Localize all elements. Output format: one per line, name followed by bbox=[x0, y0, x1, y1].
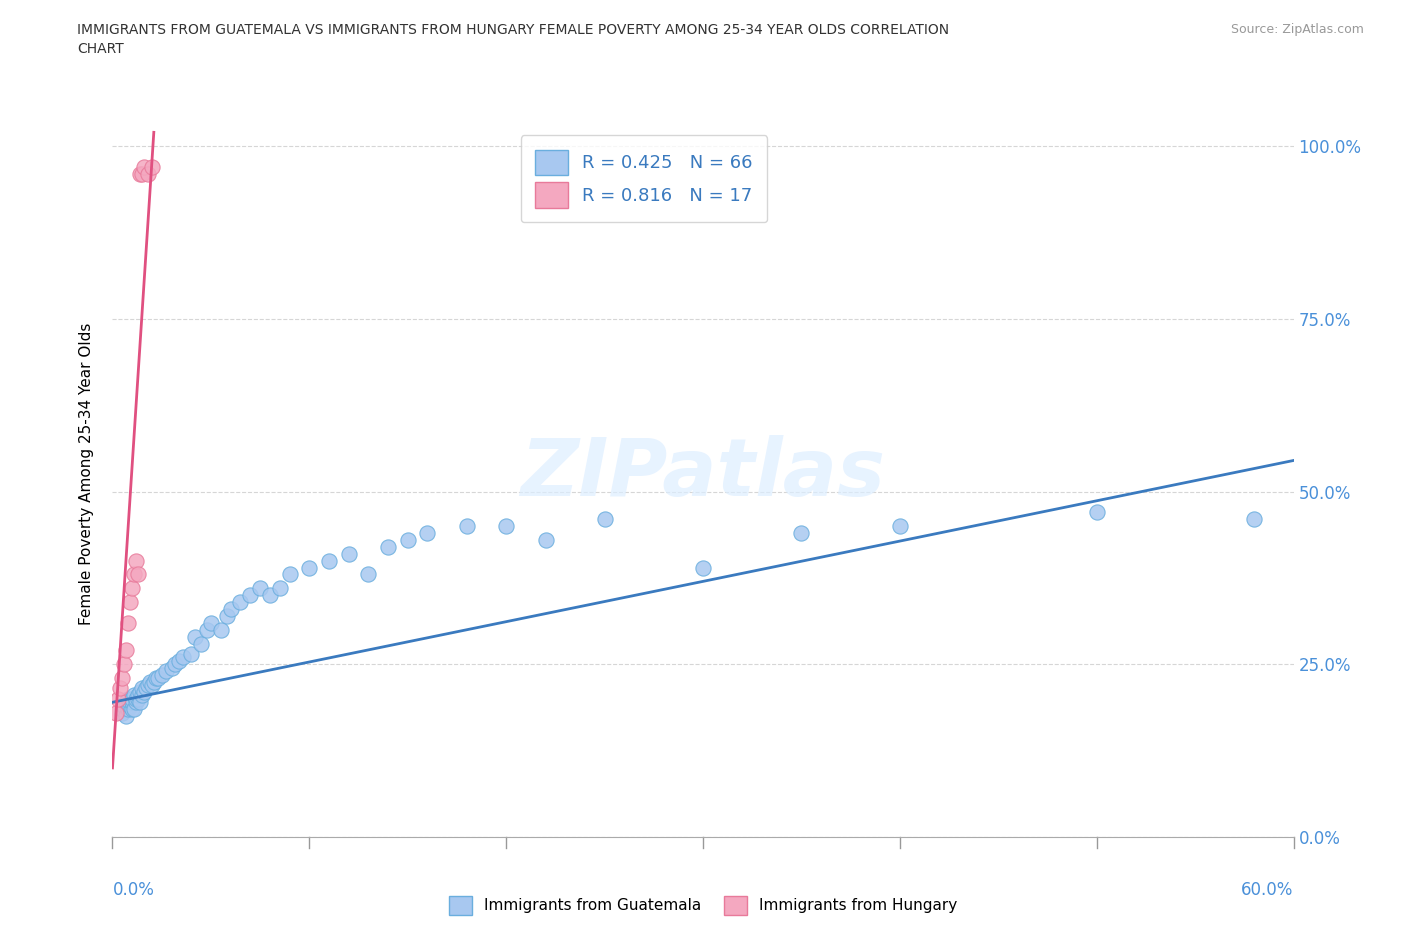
Point bbox=[107, 691, 129, 706]
Point bbox=[200, 616, 222, 631]
Point bbox=[298, 560, 321, 575]
Point bbox=[120, 695, 142, 710]
Point bbox=[121, 702, 143, 717]
Point bbox=[132, 159, 155, 174]
Point bbox=[239, 588, 262, 603]
Point bbox=[125, 695, 148, 710]
Point bbox=[593, 512, 616, 526]
Point bbox=[1243, 512, 1265, 526]
Point bbox=[141, 159, 163, 174]
Point bbox=[111, 705, 134, 720]
Point bbox=[790, 525, 813, 540]
Point bbox=[150, 667, 173, 682]
Point bbox=[136, 166, 159, 181]
Point bbox=[115, 709, 138, 724]
Point bbox=[172, 650, 194, 665]
Text: 0.0%: 0.0% bbox=[112, 881, 155, 898]
Text: CHART: CHART bbox=[77, 42, 124, 56]
Point bbox=[215, 608, 238, 623]
Point bbox=[165, 657, 187, 671]
Point bbox=[416, 525, 439, 540]
Point bbox=[110, 681, 132, 696]
Point bbox=[112, 657, 135, 671]
Point bbox=[377, 539, 399, 554]
Point bbox=[125, 553, 148, 568]
Point bbox=[318, 553, 340, 568]
Point bbox=[117, 616, 139, 631]
Point bbox=[889, 519, 911, 534]
Point bbox=[180, 646, 202, 661]
Y-axis label: Female Poverty Among 25-34 Year Olds: Female Poverty Among 25-34 Year Olds bbox=[79, 323, 94, 626]
Point bbox=[115, 643, 138, 658]
Point bbox=[125, 691, 148, 706]
Point bbox=[534, 533, 557, 548]
Point bbox=[131, 166, 153, 181]
Point bbox=[195, 622, 218, 637]
Point bbox=[155, 664, 177, 679]
Point bbox=[269, 581, 291, 596]
Point bbox=[209, 622, 232, 637]
Point bbox=[136, 678, 159, 693]
Point bbox=[357, 567, 380, 582]
Point bbox=[112, 698, 135, 713]
Text: Source: ZipAtlas.com: Source: ZipAtlas.com bbox=[1230, 23, 1364, 36]
Point bbox=[122, 567, 145, 582]
Text: 60.0%: 60.0% bbox=[1241, 881, 1294, 898]
Legend: Immigrants from Guatemala, Immigrants from Hungary: Immigrants from Guatemala, Immigrants fr… bbox=[441, 888, 965, 923]
Point bbox=[219, 602, 242, 617]
Point bbox=[117, 702, 139, 717]
Point bbox=[141, 678, 163, 693]
Point bbox=[396, 533, 419, 548]
Point bbox=[337, 546, 360, 561]
Point bbox=[145, 671, 167, 685]
Point bbox=[190, 636, 212, 651]
Text: ZIPatlas: ZIPatlas bbox=[520, 435, 886, 513]
Point bbox=[115, 695, 138, 710]
Point bbox=[127, 691, 149, 706]
Point bbox=[121, 695, 143, 710]
Point bbox=[111, 702, 134, 717]
Point bbox=[229, 594, 252, 609]
Point bbox=[129, 684, 152, 699]
Point bbox=[117, 691, 139, 706]
Point bbox=[111, 671, 134, 685]
Point bbox=[259, 588, 281, 603]
Point bbox=[131, 688, 153, 703]
Point bbox=[142, 674, 165, 689]
Point bbox=[127, 688, 149, 703]
Point bbox=[127, 567, 149, 582]
Point bbox=[278, 567, 301, 582]
Point bbox=[129, 166, 152, 181]
Point bbox=[1085, 505, 1108, 520]
Point bbox=[122, 702, 145, 717]
Point bbox=[495, 519, 517, 534]
Point bbox=[139, 674, 162, 689]
Point bbox=[129, 695, 152, 710]
Point bbox=[146, 671, 169, 685]
Point bbox=[184, 630, 207, 644]
Point bbox=[692, 560, 714, 575]
Point bbox=[456, 519, 478, 534]
Point bbox=[121, 581, 143, 596]
Point bbox=[135, 681, 157, 696]
Point bbox=[120, 698, 142, 713]
Point bbox=[249, 581, 271, 596]
Point bbox=[160, 660, 183, 675]
Legend: R = 0.425   N = 66, R = 0.816   N = 17: R = 0.425 N = 66, R = 0.816 N = 17 bbox=[520, 135, 768, 222]
Point bbox=[121, 691, 143, 706]
Point bbox=[132, 684, 155, 699]
Point bbox=[169, 654, 191, 669]
Point bbox=[122, 688, 145, 703]
Text: IMMIGRANTS FROM GUATEMALA VS IMMIGRANTS FROM HUNGARY FEMALE POVERTY AMONG 25-34 : IMMIGRANTS FROM GUATEMALA VS IMMIGRANTS … bbox=[77, 23, 949, 37]
Point bbox=[120, 594, 142, 609]
Point bbox=[105, 705, 128, 720]
Point bbox=[131, 681, 153, 696]
